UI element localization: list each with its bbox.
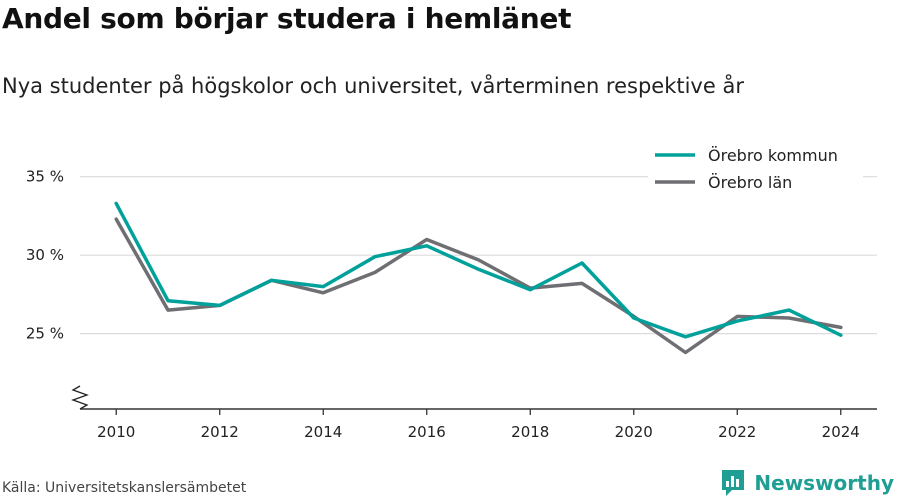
x-tick-label: 2020 (615, 423, 653, 441)
legend: Örebro kommun Örebro län (648, 140, 863, 192)
x-tick-label: 2012 (201, 423, 239, 441)
series-line-0 (114, 201, 843, 339)
legend-label: Örebro kommun (708, 146, 838, 165)
legend-label: Örebro län (708, 173, 792, 192)
x-tick-label: 2018 (511, 423, 549, 441)
brand-name: Newsworthy (754, 471, 894, 495)
chart-title: Andel som börjar studera i hemlänet (2, 2, 572, 35)
x-tick-label: 2022 (718, 423, 756, 441)
grid-lines (80, 176, 877, 335)
line-chart: 25 % 30 % 35 % 2010 2012 2014 2016 2018 2020 202… (25, 140, 877, 441)
x-tick-label: 2024 (822, 423, 860, 441)
y-tick-label: 25 % (26, 325, 64, 343)
y-tick-label: 35 % (26, 168, 64, 186)
x-tick-label: 2014 (304, 423, 342, 441)
series-line-1 (114, 217, 843, 355)
x-tick-label: 2016 (408, 423, 446, 441)
bar-chart-logo-icon (722, 470, 745, 496)
source-note: Källa: Universitetskanslersämbetet (2, 480, 247, 496)
brand[interactable]: Newsworthy (720, 468, 894, 498)
y-tick-label: 30 % (26, 246, 64, 264)
x-axis: 2010 2012 2014 2016 2018 2020 2022 2024 (71, 385, 877, 441)
chart-subtitle: Nya studenter på högskolor och universit… (2, 74, 744, 98)
x-tick-label: 2010 (97, 423, 135, 441)
series-lines (114, 201, 843, 355)
axis-break-icon (71, 385, 89, 410)
y-axis-labels: 25 % 30 % 35 % (26, 168, 64, 343)
